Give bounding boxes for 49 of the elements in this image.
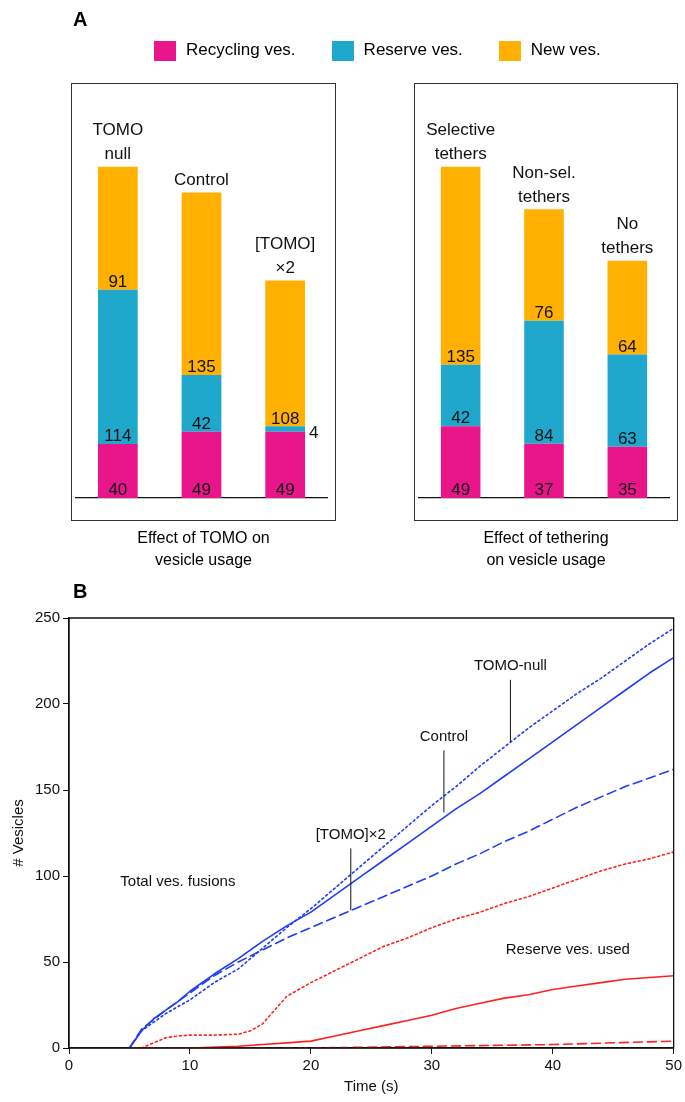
data-label: 35 xyxy=(617,480,637,500)
data-label: 76 xyxy=(534,302,554,322)
legend-label: Recycling ves. xyxy=(186,40,296,59)
x-tick-label: 10 xyxy=(181,1056,199,1074)
data-label: 64 xyxy=(617,336,637,356)
y-tick-label: 200 xyxy=(35,694,61,712)
y-tick-label: 100 xyxy=(35,866,61,884)
y-tick-label: 250 xyxy=(35,608,61,626)
chart-title: A xyxy=(73,8,88,31)
annotation: Total ves. fusions xyxy=(120,871,236,889)
x-tick-label: 20 xyxy=(302,1056,320,1074)
x-tick-label: 40 xyxy=(544,1056,562,1074)
data-label: 37 xyxy=(534,480,554,500)
y-tick-label: 150 xyxy=(35,780,61,798)
x-axis-title: Effect of tethering on vesicle usage xyxy=(482,528,610,570)
x-tick-label: 50 xyxy=(665,1056,682,1074)
x-tick-label: TOMO null xyxy=(92,120,144,164)
data-label: 135 xyxy=(446,346,475,366)
y-axis-title: # Vesicles xyxy=(9,799,27,867)
y-tick-label: 50 xyxy=(43,952,61,970)
data-label: 135 xyxy=(187,357,216,377)
data-label: 4 xyxy=(309,422,319,442)
y-tick-label: 0 xyxy=(51,1038,61,1056)
x-tick-label: No tethers xyxy=(601,213,654,257)
x-tick-label: [TOMO] ×2 xyxy=(255,233,316,277)
x-axis-title: Time (s) xyxy=(344,1077,399,1095)
data-label: 84 xyxy=(534,425,554,445)
data-label: 49 xyxy=(275,480,295,500)
legend-label: New ves. xyxy=(530,40,601,59)
data-label: 49 xyxy=(192,480,211,500)
data-label: 42 xyxy=(451,408,471,428)
data-label: 91 xyxy=(108,272,128,292)
data-label: 114 xyxy=(104,426,132,446)
data-label: 49 xyxy=(451,480,471,500)
x-tick-label: Selective tethers xyxy=(426,120,496,164)
data-label: 42 xyxy=(192,413,211,433)
data-label: 63 xyxy=(617,428,637,448)
annotation: Reserve ves. used xyxy=(505,940,630,958)
data-label: 108 xyxy=(270,408,300,428)
data-label: 40 xyxy=(108,480,128,500)
legend-label: Reserve ves. xyxy=(363,40,463,59)
x-axis-title: Effect of TOMO on vesicle usage xyxy=(136,528,271,570)
x-tick-label: Non-sel. tethers xyxy=(512,162,576,206)
x-tick-label: 0 xyxy=(64,1056,74,1074)
annotation: TOMO-null xyxy=(473,656,547,674)
annotation: [TOMO]×2 xyxy=(315,825,386,843)
x-tick-label: 30 xyxy=(423,1056,441,1074)
annotation: Control xyxy=(419,727,469,744)
chart-title: B xyxy=(73,580,88,603)
